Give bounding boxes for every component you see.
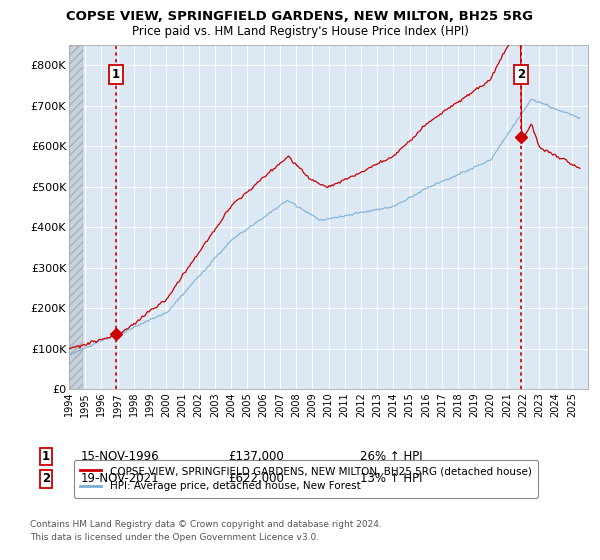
Text: £137,000: £137,000: [228, 450, 284, 463]
Text: 2: 2: [517, 68, 525, 81]
Text: This data is licensed under the Open Government Licence v3.0.: This data is licensed under the Open Gov…: [30, 533, 319, 542]
Text: 26% ↑ HPI: 26% ↑ HPI: [360, 450, 422, 463]
Text: Price paid vs. HM Land Registry's House Price Index (HPI): Price paid vs. HM Land Registry's House …: [131, 25, 469, 38]
Legend: COPSE VIEW, SPRINGFIELD GARDENS, NEW MILTON, BH25 5RG (detached house), HPI: Ave: COPSE VIEW, SPRINGFIELD GARDENS, NEW MIL…: [74, 460, 538, 497]
Text: 2: 2: [42, 472, 50, 486]
Text: Contains HM Land Registry data © Crown copyright and database right 2024.: Contains HM Land Registry data © Crown c…: [30, 520, 382, 529]
Text: £622,000: £622,000: [228, 472, 284, 486]
Text: 1: 1: [42, 450, 50, 463]
Text: 15-NOV-1996: 15-NOV-1996: [81, 450, 160, 463]
Text: 13% ↑ HPI: 13% ↑ HPI: [360, 472, 422, 486]
Text: 19-NOV-2021: 19-NOV-2021: [81, 472, 160, 486]
Text: COPSE VIEW, SPRINGFIELD GARDENS, NEW MILTON, BH25 5RG: COPSE VIEW, SPRINGFIELD GARDENS, NEW MIL…: [67, 10, 533, 23]
Text: 1: 1: [112, 68, 120, 81]
